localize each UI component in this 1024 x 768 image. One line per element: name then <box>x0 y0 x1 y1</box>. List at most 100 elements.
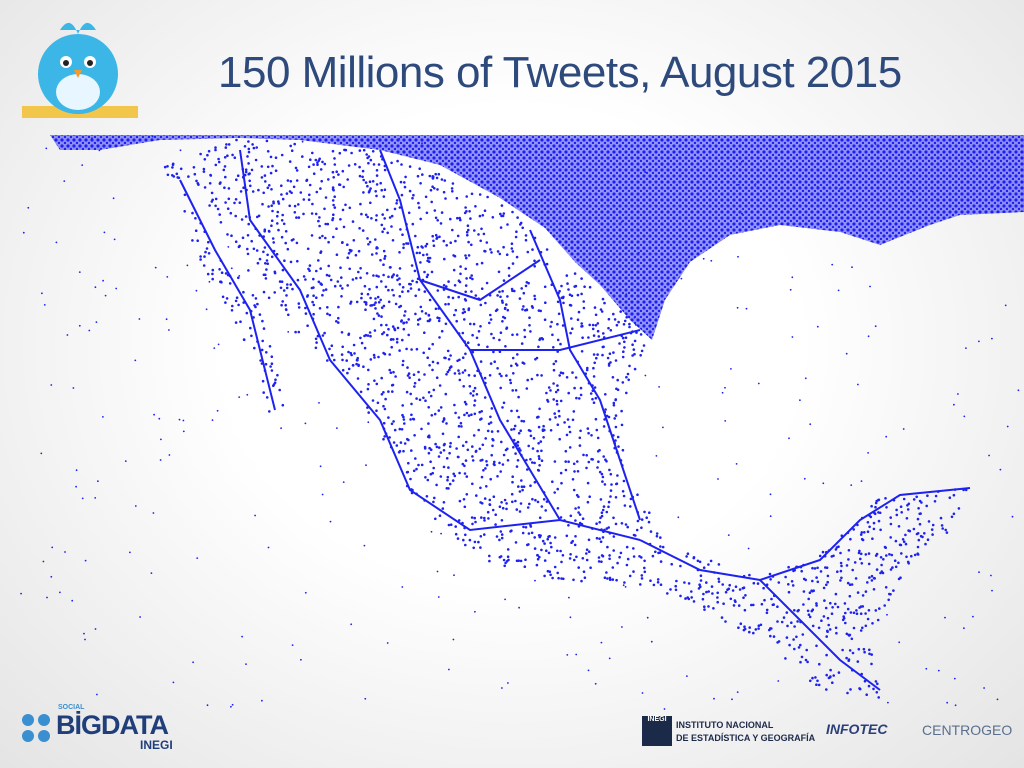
tweet-dot <box>674 588 678 592</box>
tweet-dot <box>227 246 230 248</box>
tweet-dot <box>341 287 344 290</box>
tweet-dot <box>633 316 636 319</box>
tweet-dot <box>552 362 556 366</box>
tweet-dot <box>438 336 441 339</box>
tweet-dot <box>600 511 604 514</box>
tweet-dot <box>360 341 364 345</box>
tweet-dot <box>390 214 394 218</box>
tweet-dot <box>499 226 503 229</box>
tweet-dot <box>165 318 168 321</box>
tweet-dot <box>382 421 386 425</box>
tweet-dot <box>262 250 265 254</box>
tweet-dot <box>270 219 274 222</box>
tweet-dot <box>414 234 417 238</box>
tweet-dot <box>525 308 529 312</box>
tweet-dot <box>769 634 772 638</box>
tweet-dot <box>358 174 362 178</box>
tweet-dot <box>510 364 513 368</box>
tweet-dot <box>563 421 566 424</box>
tweet-dot <box>433 412 437 416</box>
tweet-dot <box>486 510 490 514</box>
tweet-dot <box>459 265 462 268</box>
tweet-dot <box>436 219 440 222</box>
tweet-dot <box>655 534 659 538</box>
tweet-dot <box>426 256 430 260</box>
tweet-dot <box>675 579 678 583</box>
tweet-dot <box>267 546 270 549</box>
tweet-dot <box>622 350 625 354</box>
tweet-dot <box>203 186 207 189</box>
tweet-dot <box>399 441 403 444</box>
tweet-dot <box>59 591 61 594</box>
tweet-dot <box>241 175 245 179</box>
tweet-dot <box>592 375 596 378</box>
tweet-dot <box>304 591 307 594</box>
tweet-dot <box>276 210 280 214</box>
tweet-dot <box>954 704 957 707</box>
tweet-dot <box>872 527 876 531</box>
tweet-dot <box>520 485 524 489</box>
tweet-dot <box>357 270 360 274</box>
tweet-dot <box>382 404 385 408</box>
tweet-dot <box>799 660 802 664</box>
tweet-dot <box>434 442 437 446</box>
tweet-dot <box>245 188 248 192</box>
tweet-dot <box>857 551 861 555</box>
tweet-dot <box>543 574 546 578</box>
tweet-dot <box>379 298 383 302</box>
tweet-dot <box>583 576 587 579</box>
tweet-dot <box>927 520 931 523</box>
tweet-dot <box>918 522 922 526</box>
tweet-dot <box>823 554 827 558</box>
tweet-dot <box>609 489 613 492</box>
tweet-dot <box>228 282 232 285</box>
tweet-dot <box>534 358 537 361</box>
tweet-dot <box>888 553 891 556</box>
tweet-dot <box>475 494 478 497</box>
tweet-dot <box>828 628 832 631</box>
tweet-dot <box>191 211 194 215</box>
tweet-dot <box>458 471 461 475</box>
tweet-dot <box>600 472 604 476</box>
tweet-dot <box>499 295 502 299</box>
tweet-dot <box>589 566 592 569</box>
tweet-dot <box>848 583 852 586</box>
tweet-dot <box>380 306 384 310</box>
tweet-dot <box>556 300 560 304</box>
tweet-dot <box>793 625 796 628</box>
tweet-dot <box>401 404 405 407</box>
tweet-dot <box>462 538 465 542</box>
tweet-dot <box>817 626 821 630</box>
tweet-dot <box>446 478 449 482</box>
tweet-dot <box>103 231 106 234</box>
tweet-dot <box>835 631 838 635</box>
tweet-dot <box>888 592 891 596</box>
tweet-dot <box>172 681 175 684</box>
tweet-dot <box>815 602 818 605</box>
tweet-dot <box>556 384 559 387</box>
tweet-dot <box>912 527 916 531</box>
tweet-dot <box>608 352 612 356</box>
tweet-dot <box>281 213 285 217</box>
tweet-dot <box>473 412 477 416</box>
tweet-dot <box>369 201 372 205</box>
tweet-dot <box>497 270 501 274</box>
tweet-dot <box>867 684 871 688</box>
tweet-dot <box>208 280 211 283</box>
tweet-dot <box>685 555 688 558</box>
tweet-dot <box>782 616 786 619</box>
tweet-dot <box>566 654 569 656</box>
tweet-dot <box>346 178 350 181</box>
tweet-dot <box>791 336 794 338</box>
tweet-dot <box>595 522 598 525</box>
tweet-dot <box>471 455 474 458</box>
tweet-dot <box>373 379 376 383</box>
tweet-dot <box>410 449 413 452</box>
tweet-dot <box>379 258 382 262</box>
tweet-dot <box>254 297 258 300</box>
tweet-dot <box>789 288 792 291</box>
tweet-dot <box>448 451 451 455</box>
tweet-dot <box>578 444 582 447</box>
tweet-dot <box>467 228 470 232</box>
tweet-dot <box>367 421 370 424</box>
